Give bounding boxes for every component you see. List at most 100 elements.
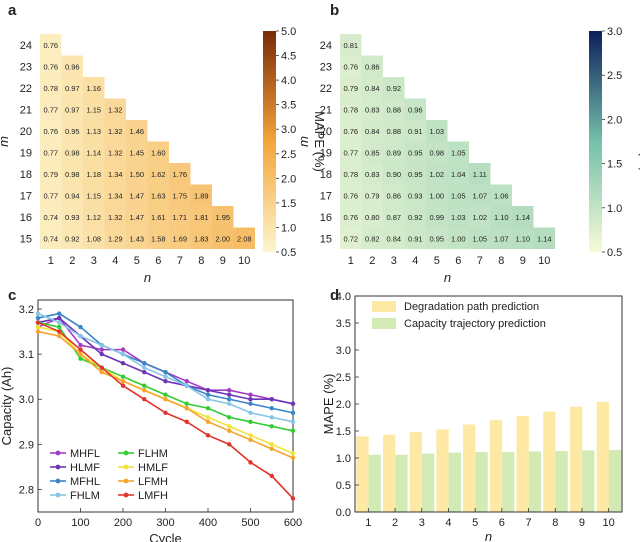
bar (383, 434, 396, 512)
heatmap-cell-value: 1.89 (194, 191, 209, 200)
heatmap-cell-value: 1.43 (129, 234, 144, 243)
heatmap-cell (126, 120, 148, 142)
heatmap-cell-value: 1.03 (429, 127, 444, 136)
series-point (163, 397, 168, 402)
heatmap-cell (126, 163, 148, 185)
heatmap-cell (447, 227, 469, 249)
series-point (269, 397, 274, 402)
bar (395, 454, 408, 512)
legend-marker (55, 450, 61, 456)
legend-label: Degradation path prediction (404, 301, 539, 313)
bar (516, 415, 529, 512)
series-point (120, 351, 126, 357)
series-point (248, 397, 253, 402)
heatmap-cell (61, 120, 83, 142)
series-point (57, 320, 62, 325)
heatmap-cell-value: 1.10 (515, 234, 530, 243)
x-tick-label: 7 (177, 255, 183, 267)
colorbar-tick-label: 0.5 (281, 247, 296, 259)
heatmap-cell (83, 163, 105, 185)
heatmap-cell (361, 98, 383, 120)
colorbar-tick-label: 3.5 (281, 100, 296, 112)
heatmap-cell-value: 1.15 (86, 105, 101, 114)
heatmap-cell (426, 163, 448, 185)
bar (543, 411, 556, 512)
heatmap-cell-value: 1.00 (451, 234, 466, 243)
heatmap-cell (447, 184, 469, 206)
y-tick-label: 2.0 (336, 399, 351, 411)
x-tick-label: 10 (603, 517, 615, 529)
heatmap-cell-value: 1.05 (451, 191, 466, 200)
series-point (99, 351, 104, 357)
heatmap-cell (404, 141, 426, 163)
series-point (248, 433, 253, 438)
y-tick-label: 22 (20, 83, 32, 95)
heatmap-cell-value: 0.84 (365, 127, 380, 136)
heatmap-cell-value: 0.83 (365, 105, 380, 114)
legend-label: HMLF (138, 462, 168, 474)
heatmap-cell-value: 1.32 (108, 105, 123, 114)
x-tick-label: 2 (392, 517, 398, 529)
heatmap-cell (383, 141, 405, 163)
heatmap-cell-value: 1.07 (472, 191, 487, 200)
heatmap-cell (61, 163, 83, 185)
y-tick-label: 21 (320, 104, 332, 116)
heatmap-cell-value: 0.76 (43, 41, 58, 50)
bar (436, 429, 449, 512)
heatmap-cell (404, 98, 426, 120)
y-tick-label: 3.5 (336, 318, 351, 330)
heatmap-cell (61, 184, 83, 206)
heatmap-cell (40, 227, 62, 249)
x-axis-label: n (485, 529, 492, 542)
heatmap-cell-value: 1.13 (86, 127, 101, 136)
x-tick-label: 10 (238, 255, 250, 267)
colorbar-tick-label: 2.0 (607, 114, 622, 126)
heatmap-cell-value: 0.78 (43, 84, 58, 93)
y-tick-label: 16 (320, 212, 332, 224)
heatmap-cell (83, 184, 105, 206)
y-tick-label: 15 (20, 233, 32, 245)
series-point (142, 360, 147, 366)
series-point (248, 401, 253, 406)
series-line-HLMF (37, 317, 294, 405)
colorbar-label: MAPE (%) (312, 111, 327, 172)
legend-label: LFMH (138, 476, 168, 488)
series-point (269, 473, 274, 479)
heatmap-cell-value: 0.88 (386, 127, 401, 136)
heatmap-cell-value: 1.60 (151, 148, 166, 157)
bar (448, 452, 461, 512)
heatmap-cell-value: 1.02 (472, 213, 487, 222)
x-tick-label: 9 (220, 255, 226, 267)
heatmap-cell-value: 1.18 (86, 170, 101, 179)
y-axis-label: m (296, 136, 311, 147)
heatmap-cell (340, 206, 362, 228)
heatmap-cell (469, 163, 491, 185)
heatmap-cell-value: 0.76 (343, 127, 358, 136)
heatmap-cell-value: 1.06 (494, 191, 509, 200)
heatmap-cell-value: 0.89 (386, 148, 401, 157)
series-point (78, 342, 83, 348)
heatmap-cell-value: 1.81 (194, 213, 209, 222)
heatmap-cell (147, 184, 169, 206)
colorbar-tick-label: 1.0 (281, 222, 296, 234)
heatmap-cell (104, 227, 126, 249)
heatmap-cell-value: 0.74 (43, 234, 58, 243)
colorbar-tick-label: 4.0 (281, 75, 296, 87)
series-point (120, 383, 126, 388)
series-point (35, 324, 41, 330)
heatmap-cell (361, 227, 383, 249)
heatmap-cell (83, 77, 105, 99)
bar (555, 450, 568, 512)
y-tick-label: 2.9 (19, 439, 34, 451)
legend-marker (55, 464, 61, 470)
heatmap-cell-value: 1.32 (108, 127, 123, 136)
x-axis-label: n (144, 270, 151, 285)
series-point (248, 392, 253, 397)
series-point (227, 388, 232, 393)
series-point (163, 392, 168, 397)
heatmap-cell-value: 1.62 (151, 170, 166, 179)
series-point (163, 374, 168, 379)
series-point (290, 455, 296, 461)
heatmap-cell (340, 227, 362, 249)
heatmap-cell (383, 184, 405, 206)
